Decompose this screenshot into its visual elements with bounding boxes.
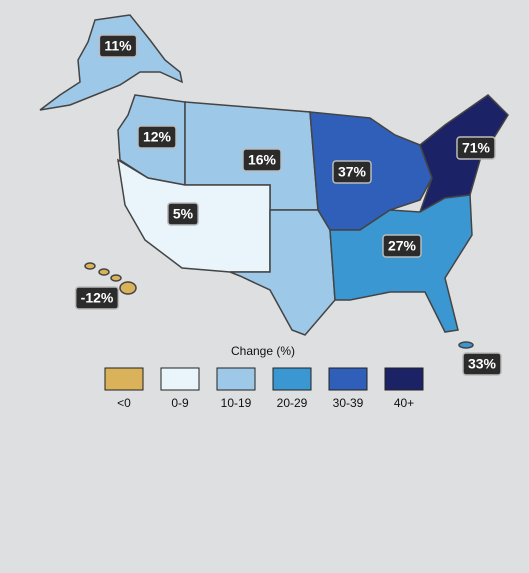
region-label: 11%	[104, 38, 132, 54]
label-box	[167, 202, 199, 226]
region-label: 5%	[173, 206, 194, 222]
region-label: 37%	[338, 164, 367, 180]
region-label: 71%	[462, 140, 491, 156]
legend-label: <0	[117, 396, 131, 410]
puerto-rico	[458, 341, 474, 349]
legend-label: 20-29	[277, 396, 308, 410]
legend-swatch	[160, 367, 200, 391]
label-box	[98, 34, 138, 58]
region-label: 16%	[248, 152, 277, 168]
region-label: 27%	[388, 238, 417, 254]
legend-title: Change (%)	[231, 344, 295, 358]
legend-label: 10-19	[221, 396, 252, 410]
label-box	[332, 160, 372, 184]
island	[119, 281, 137, 295]
legend-swatch	[272, 367, 312, 391]
label-box	[137, 125, 177, 149]
legend-label: 0-9	[171, 396, 189, 410]
label-box	[462, 352, 502, 376]
island	[110, 274, 122, 282]
legend-label: 40+	[394, 396, 414, 410]
label-box	[242, 148, 282, 172]
southeast	[329, 194, 473, 333]
legend-label: 30-39	[333, 396, 364, 410]
region-label: 33%	[468, 356, 497, 372]
label-box	[74, 286, 120, 310]
island	[84, 262, 96, 270]
legend-swatch	[216, 367, 256, 391]
hawaii	[84, 262, 137, 295]
island	[98, 268, 110, 276]
legend-swatch	[104, 367, 144, 391]
alaska	[39, 14, 184, 111]
region-label: -12%	[81, 290, 114, 306]
label-box	[382, 234, 422, 258]
legend-swatch	[384, 367, 424, 391]
legend-swatch	[328, 367, 368, 391]
region-label: 12%	[143, 129, 172, 145]
label-box	[456, 136, 496, 160]
